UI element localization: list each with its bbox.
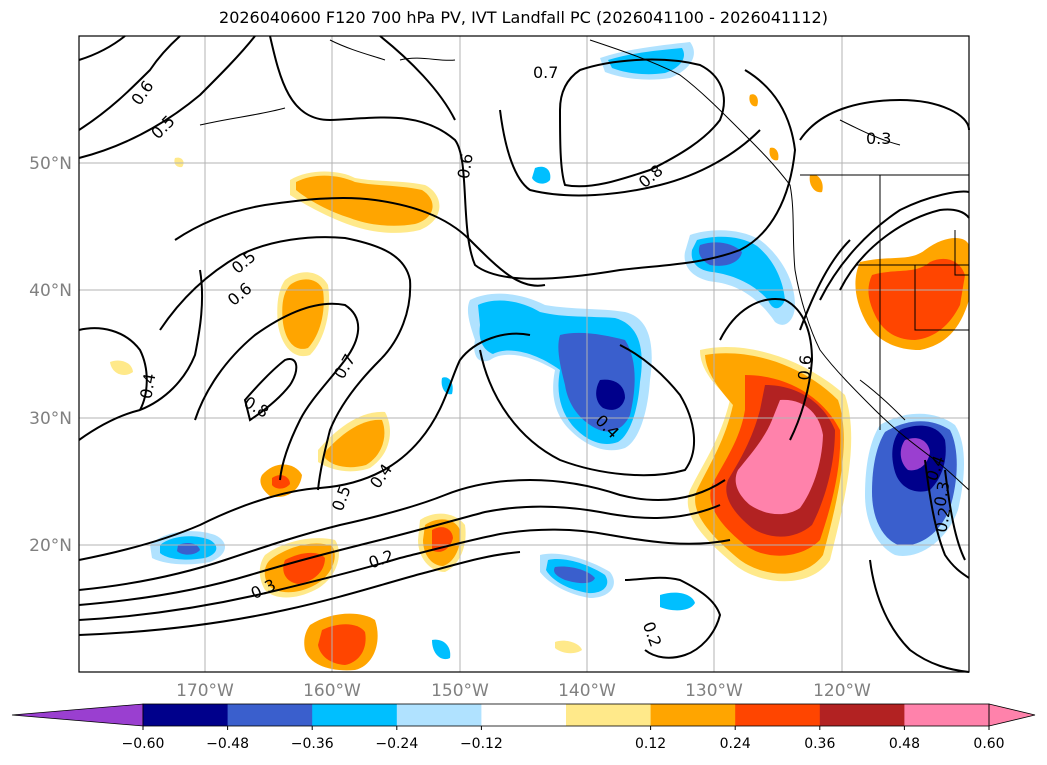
- latitude-labels: 50°N 40°N 30°N 20°N: [29, 154, 72, 556]
- colorbar-extend-max: [988, 703, 1036, 727]
- colorbar-swatch: [735, 704, 821, 726]
- colorbar-tick-label: −0.60: [122, 736, 165, 752]
- lon-label-170w: 170°W: [176, 681, 234, 701]
- colorbar-swatch: [566, 704, 652, 726]
- colorbar-swatch: [312, 704, 398, 726]
- colorbar-swatch: [143, 704, 229, 726]
- contour-label: 0.3: [930, 480, 953, 508]
- contour-label: 0.7: [533, 63, 558, 82]
- colorbar-swatch: [819, 704, 905, 726]
- colorbar-swatch: [396, 704, 482, 726]
- contour-label: 0.4: [136, 372, 159, 400]
- colorbar-tick-label: 0.48: [889, 736, 920, 752]
- colorbar-tick-label: −0.12: [460, 736, 503, 752]
- map-border: [78, 35, 970, 673]
- contour-label: 0.2: [931, 506, 954, 534]
- colorbar-swatch: [481, 704, 567, 726]
- lon-label-150w: 150°W: [431, 681, 489, 701]
- lon-label-160w: 160°W: [303, 681, 361, 701]
- colorbar-swatch: [650, 704, 736, 726]
- longitude-labels: 170°W 160°W 150°W 140°W 130°W 120°W: [176, 681, 871, 701]
- contour-label: 0.3: [866, 129, 891, 148]
- lon-label-120w: 120°W: [813, 681, 871, 701]
- anomaly-shading: [110, 42, 969, 671]
- colorbar-tick-label: 0.60: [973, 736, 1004, 752]
- lat-label-50n: 50°N: [29, 154, 72, 174]
- chart-title: 2026040600 F120 700 hPa PV, IVT Landfall…: [219, 8, 828, 27]
- lat-label-40n: 40°N: [29, 281, 72, 301]
- colorbar-tick-label: −0.48: [206, 736, 249, 752]
- graticule: [79, 36, 969, 672]
- coastlines: [199, 39, 970, 491]
- colorbar-tick-label: 0.36: [804, 736, 835, 752]
- colorbar-tick-label: 0.12: [635, 736, 666, 752]
- colorbar-extend-min: [11, 703, 144, 727]
- colorbar-tick-label: −0.24: [375, 736, 418, 752]
- contour-lines: [78, 35, 970, 673]
- map-panel: 0.6 0.5 0.7 0.6 0.8 0.3 0.5 0.6 0.8 0.7 …: [78, 35, 970, 673]
- colorbar-tick-label: −0.36: [291, 736, 334, 752]
- lat-label-30n: 30°N: [29, 409, 72, 429]
- colorbar: −0.60 −0.48 −0.36 −0.24 −0.12 0.12 0.24 0.36 0.4…: [11, 703, 1036, 752]
- contour-label: 0.6: [454, 152, 477, 180]
- lon-label-130w: 130°W: [685, 681, 743, 701]
- colorbar-swatch: [227, 704, 313, 726]
- lat-label-20n: 20°N: [29, 536, 72, 556]
- lon-label-140w: 140°W: [558, 681, 616, 701]
- colorbar-tick-label: 0.24: [720, 736, 751, 752]
- colorbar-outline: [142, 703, 990, 727]
- colorbar-swatch: [904, 704, 990, 726]
- contour-label: 0.6: [794, 354, 815, 381]
